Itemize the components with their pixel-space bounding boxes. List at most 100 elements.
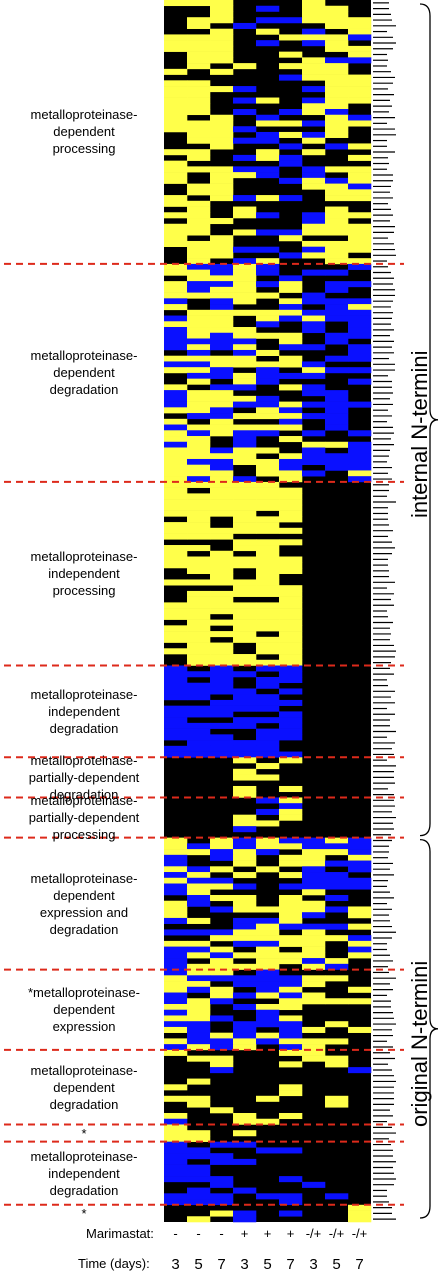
heatmap-cell: [187, 734, 211, 741]
heatmap-cell: [164, 476, 188, 483]
heatmap-cell: [348, 74, 372, 81]
heatmap-cell: [279, 539, 303, 546]
heatmap-cell: [233, 458, 257, 466]
heatmap-cell: [279, 131, 303, 138]
heatmap-cell: [325, 166, 349, 173]
heatmap-cell: [325, 1038, 349, 1045]
heatmap-cell: [164, 441, 188, 448]
heatmap-cell: [210, 590, 234, 597]
heatmap-cell: [233, 269, 257, 276]
heatmap-cell: [187, 453, 211, 460]
heatmap-cell: [164, 45, 188, 52]
heatmap-cell: [256, 843, 280, 850]
marimastat-tick: +: [240, 1226, 249, 1241]
heatmap-cell: [256, 619, 280, 626]
heatmap-cell: [164, 332, 188, 339]
heatmap-cell: [187, 619, 211, 626]
heatmap-cell: [164, 533, 188, 540]
heatmap-cell: [302, 413, 326, 420]
heatmap-cell: [164, 648, 188, 655]
heatmap-cell: [348, 91, 372, 98]
heatmap-cell: [233, 981, 257, 988]
heatmap-cell: [279, 785, 303, 793]
heatmap-cell: [256, 1003, 280, 1011]
heatmap-cell: [210, 1055, 234, 1062]
marimastat-tick: +: [263, 1226, 272, 1241]
heatmap-cell: [233, 206, 257, 213]
heatmap-cell: [302, 17, 326, 24]
heatmap-cell: [187, 1032, 211, 1039]
heatmap-cell: [256, 195, 280, 202]
heatmap-cell: [279, 935, 303, 942]
heatmap-cell: [256, 464, 280, 471]
heatmap-cell: [233, 476, 257, 483]
heatmap-cell: [348, 321, 372, 328]
heatmap-cell: [348, 854, 372, 861]
heatmap-cell: [279, 608, 303, 615]
heatmap-cell: [187, 648, 211, 655]
heatmap-cell: [210, 86, 234, 93]
heatmap-cell: [348, 952, 372, 959]
heatmap-cell: [279, 860, 303, 867]
heatmap-cell: [233, 258, 257, 265]
heatmap-cell: [210, 1038, 234, 1045]
heatmap-cell: [233, 602, 257, 609]
heatmap-cell: [279, 355, 303, 362]
heatmap-cell: [187, 636, 211, 643]
heatmap-cell: [256, 613, 280, 620]
heatmap-cell: [279, 883, 303, 890]
heatmap-cell: [279, 235, 303, 242]
time-tick: 5: [263, 1256, 272, 1273]
heatmap-cell: [325, 143, 349, 150]
heatmap-cell: [210, 1181, 234, 1188]
heatmap-cell: [233, 172, 257, 179]
heatmap-cell: [164, 608, 188, 615]
heatmap-cell: [279, 470, 303, 477]
heatmap-cell: [325, 40, 349, 47]
heatmap-cell: [164, 992, 188, 999]
heatmap-cell: [164, 1084, 188, 1091]
heatmap-cell: [210, 1032, 234, 1039]
heatmap-cell: [210, 631, 234, 638]
heatmap-cell: [302, 912, 326, 919]
heatmap-cell: [256, 981, 280, 988]
heatmap-cell: [302, 240, 326, 247]
heatmap-cell: [302, 1055, 326, 1062]
heatmap-cell: [164, 510, 188, 517]
heatmap-cell: [233, 894, 257, 902]
heatmap-cell: [233, 751, 257, 758]
heatmap-cell: [210, 527, 234, 534]
heatmap-cell: [302, 1026, 326, 1033]
heatmap-cell: [210, 1061, 234, 1068]
heatmap-cell: [164, 1009, 188, 1016]
heatmap-cell: [279, 407, 303, 414]
heatmap-cell: [256, 5, 280, 12]
heatmap-cell: [164, 327, 188, 334]
heatmap-cell: [279, 252, 303, 259]
heatmap-cell: [256, 734, 280, 741]
heatmap-cell: [279, 906, 303, 913]
heatmap-cell: [279, 51, 303, 58]
heatmap-cell: [302, 900, 326, 907]
heatmap-cell: [164, 940, 188, 947]
heatmap-cell: [187, 1015, 211, 1022]
heatmap-cell: [187, 131, 211, 138]
heatmap-cell: [256, 676, 280, 684]
heatmap-cell: [164, 745, 188, 752]
heatmap-cell: [164, 981, 188, 988]
heatmap-cell: [187, 252, 211, 259]
heatmap-cell: [348, 298, 372, 305]
heatmap-cell: [233, 355, 257, 362]
heatmap-cell: [325, 464, 349, 471]
heatmap-cell: [348, 86, 372, 93]
heatmap-cell: [348, 940, 372, 947]
heatmap-cell: [279, 418, 303, 425]
heatmap-cell: [279, 676, 303, 684]
heatmap-cell: [187, 45, 211, 52]
heatmap-cell: [325, 1055, 349, 1062]
heatmap-cell: [279, 843, 303, 850]
heatmap-cell: [256, 17, 280, 24]
heatmap-cell: [187, 183, 211, 190]
heatmap-cell: [256, 120, 280, 127]
heatmap-cell: [279, 195, 303, 202]
